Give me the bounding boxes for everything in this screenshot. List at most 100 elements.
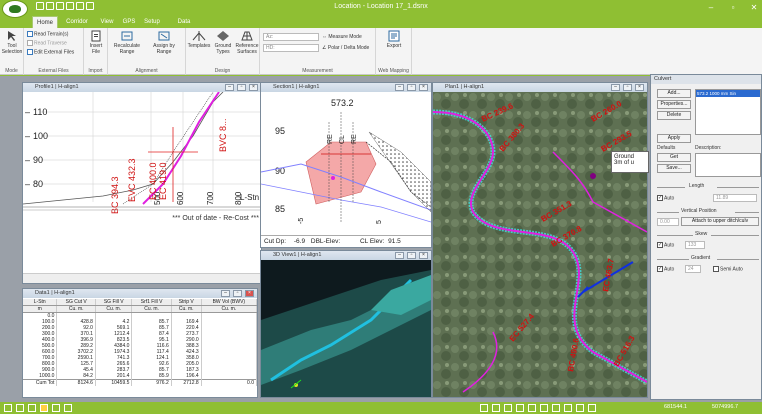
plan-panel[interactable]: Plan1 | H-align1 – ▫ × BC 239.6 BC 260.0… — [432, 82, 649, 398]
edit-external-files-button[interactable]: Edit External Files — [27, 49, 74, 55]
panel-minimize-button[interactable]: – — [225, 84, 234, 91]
export-button[interactable]: Export — [382, 30, 406, 49]
section-panel[interactable]: Section1 | H-align1 – ▫ × 573.2 95 90 85… — [260, 82, 432, 248]
get-defaults-button[interactable]: Get — [657, 153, 691, 162]
grid-icon[interactable] — [40, 404, 48, 412]
section-graph[interactable]: 573.2 95 90 85 RE CL RE -5 5 — [261, 92, 431, 240]
table-row[interactable]: 400.0 396.9 823.5 95.1 290.0 — [23, 337, 258, 343]
panel-minimize-button[interactable]: – — [395, 252, 404, 259]
table-row[interactable]: 1000.0 84.2 201.4 85.9 196.4 — [23, 373, 258, 380]
layout-icon[interactable] — [528, 404, 536, 412]
table-row[interactable]: 300.0 370.1 1212.4 87.4 273.7 — [23, 331, 258, 337]
forward-icon[interactable] — [492, 404, 500, 412]
ground-types-button[interactable]: Ground Types — [211, 30, 235, 55]
print-icon[interactable] — [66, 2, 74, 10]
semi-auto-checkbox[interactable]: Semi Auto — [713, 266, 743, 272]
back-icon[interactable] — [480, 404, 488, 412]
assign-by-range-button[interactable]: Assign by Range — [146, 30, 182, 55]
view3d-canvas[interactable] — [261, 260, 431, 397]
panel-restore-button[interactable]: ▫ — [233, 290, 242, 297]
table-row[interactable]: 0.0 — [23, 312, 258, 319]
templates-button[interactable]: Templates — [187, 30, 211, 49]
tab-gps[interactable]: GPS — [122, 19, 136, 25]
zoom-in-icon[interactable] — [540, 404, 548, 412]
pan-icon[interactable] — [576, 404, 584, 412]
maximize-button[interactable]: ▫ — [731, 3, 735, 12]
print-preview-icon[interactable] — [76, 2, 84, 10]
panel-close-button[interactable]: × — [419, 252, 428, 259]
culvert-list[interactable]: 573.2 1000 mm Sin — [695, 89, 761, 135]
tab-view[interactable]: View — [100, 19, 114, 25]
undo-icon[interactable] — [86, 2, 94, 10]
print-icon[interactable] — [516, 404, 524, 412]
panel-minimize-button[interactable]: – — [221, 290, 230, 297]
zoom-extents-icon[interactable] — [564, 404, 572, 412]
zoom-window-icon[interactable] — [588, 404, 596, 412]
panel-restore-button[interactable]: ▫ — [623, 84, 632, 91]
curve-icon[interactable] — [16, 404, 24, 412]
save-defaults-button[interactable]: Save... — [657, 164, 691, 173]
properties-button[interactable]: Properties... — [657, 100, 691, 109]
panel-close-button[interactable]: × — [635, 84, 644, 91]
table-row[interactable]: 100.0 428.8 4.2 85.7 169.4 — [23, 319, 258, 325]
new-icon[interactable] — [36, 2, 44, 10]
col-header-sgcut[interactable]: SG Cut V — [56, 299, 96, 306]
panel-minimize-button[interactable]: – — [395, 84, 404, 91]
plan-map[interactable]: BC 239.6 BC 260.0 BC 293.5 BC 380.3 BC 3… — [433, 92, 647, 397]
view3d-panel[interactable]: 3D View1 | H-align1 – ▫ × — [260, 250, 432, 398]
col-header-bw[interactable]: BW Vol (BWV) — [201, 299, 258, 306]
layers-icon[interactable] — [64, 404, 72, 412]
table-row[interactable]: 500.0 289.2 4384.0 116.6 388.3 — [23, 343, 258, 349]
gradient-auto-checkbox[interactable]: ✓ Auto — [657, 266, 674, 272]
apply-button[interactable]: Apply — [657, 134, 691, 143]
zoom-out-icon[interactable] — [552, 404, 560, 412]
read-traverse-button[interactable]: Read Traverse — [27, 40, 67, 46]
data-panel[interactable]: Data1 | H-align1 – ▫ × L-Stn SG Cut V SG… — [22, 288, 258, 398]
col-header-srf1[interactable]: Srf1 Fill V — [131, 299, 172, 306]
minimize-button[interactable]: – — [708, 3, 714, 12]
delete-culvert-button[interactable]: Delete — [657, 111, 691, 120]
tab-data[interactable]: Data — [177, 19, 191, 25]
flag-icon[interactable] — [504, 404, 512, 412]
measure-mode-button[interactable]: ⇔ Measure Mode — [322, 34, 362, 40]
attach-upper-button[interactable]: Attach to upper ditch/culv — [681, 217, 759, 226]
panel-restore-button[interactable]: ▫ — [237, 84, 246, 91]
open-icon[interactable] — [46, 2, 54, 10]
vertical-position-field[interactable]: 0.00 — [657, 218, 679, 226]
draw-line-icon[interactable] — [4, 404, 12, 412]
read-terrain-button[interactable]: Read Terrain(s) — [27, 31, 68, 37]
length-field[interactable]: 11.89 — [713, 194, 757, 202]
profile-panel[interactable]: Profile1 | H-align1 – ▫ × –110 –100 –90 … — [22, 82, 262, 284]
length-auto-checkbox[interactable]: ✓ Auto — [657, 195, 674, 201]
polar-delta-button[interactable]: ∠ Polar / Delta Mode — [322, 45, 369, 51]
recalculate-range-button[interactable]: Recalculate Range — [110, 30, 144, 55]
tab-setup[interactable]: Setup — [144, 19, 160, 25]
close-button[interactable]: ✕ — [750, 3, 758, 12]
culvert-list-item[interactable]: 573.2 1000 mm Sin — [696, 90, 760, 97]
horizontal-distance-field[interactable]: HD: — [263, 44, 319, 52]
tool-selection-button[interactable]: Tool Selection — [1, 30, 23, 55]
tab-corridor[interactable]: Corridor — [66, 19, 88, 25]
insert-file-button[interactable]: Insert File — [86, 30, 106, 55]
panel-close-button[interactable]: × — [245, 290, 254, 297]
add-culvert-button[interactable]: Add... — [657, 89, 691, 98]
panel-close-button[interactable]: × — [249, 84, 258, 91]
table-row[interactable]: 700.0 2590.1 741.3 124.1 358.0 — [23, 355, 258, 361]
table-row[interactable]: 600.0 3702.2 1974.3 117.4 424.3 — [23, 349, 258, 355]
azimuth-field[interactable]: Az: — [263, 33, 319, 41]
snap-icon[interactable] — [52, 404, 60, 412]
tab-home[interactable]: Home — [32, 16, 58, 28]
description-field[interactable] — [695, 153, 761, 177]
panel-minimize-button[interactable]: – — [611, 84, 620, 91]
col-header-lstn[interactable]: L-Stn — [23, 299, 58, 306]
profile-horizontal-scrollbar[interactable] — [23, 273, 261, 283]
panel-restore-button[interactable]: ▫ — [407, 252, 416, 259]
app-logo-button[interactable] — [2, 0, 28, 18]
save-icon[interactable] — [56, 2, 64, 10]
table-row[interactable]: 200.0 92.0 569.1 85.7 220.4 — [23, 325, 258, 331]
panel-close-button[interactable]: × — [419, 84, 428, 91]
gradient-field[interactable]: 24 — [685, 265, 701, 273]
reference-surfaces-button[interactable]: Reference Surfaces — [235, 30, 259, 55]
table-row[interactable]: 800.0 125.7 265.6 92.6 205.0 — [23, 361, 258, 367]
panel-restore-button[interactable]: ▫ — [407, 84, 416, 91]
